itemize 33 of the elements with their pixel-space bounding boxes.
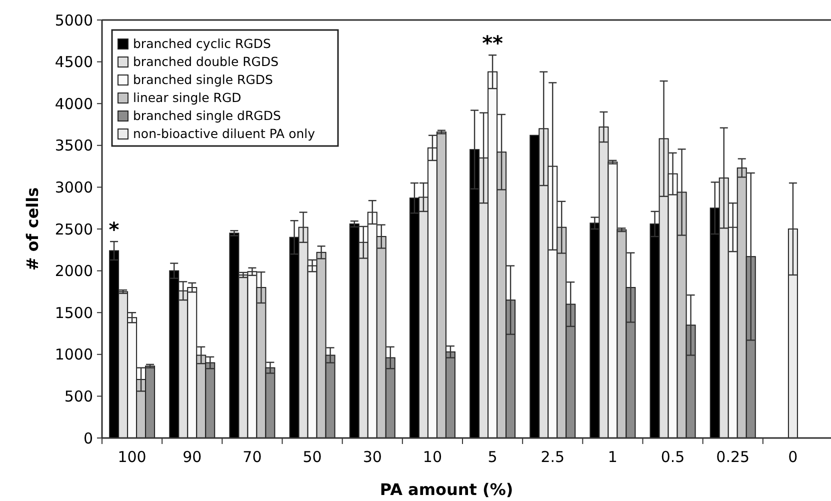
y-tick-label: 1000: [54, 346, 93, 364]
legend-label: branched double RGDS: [133, 54, 279, 69]
annotation: *: [108, 218, 120, 242]
x-tick-label: 70: [242, 448, 262, 466]
y-tick-label: 500: [64, 387, 93, 406]
y-tick-label: 4500: [54, 53, 93, 72]
legend-label: branched single RGDS: [133, 72, 274, 87]
x-tick-label: 5: [488, 448, 498, 466]
x-tick-label: 30: [362, 448, 382, 466]
legend-label: branched cyclic RGDS: [133, 36, 271, 51]
y-tick-label: 3000: [54, 178, 93, 196]
y-tick-label: 2500: [54, 220, 93, 238]
y-axis-title: # of cells: [23, 187, 42, 271]
x-tick-label: 50: [302, 448, 322, 466]
y-tick-label: 5000: [54, 11, 93, 30]
y-tick-label: 0: [83, 429, 93, 448]
x-tick-label: 0: [788, 448, 798, 466]
x-tick-label: 10: [422, 448, 442, 466]
annotation: **: [482, 31, 504, 56]
y-tick-label: 2000: [54, 262, 93, 280]
x-axis-title: PA amount (%): [380, 480, 514, 499]
y-tick-label: 3500: [54, 136, 93, 155]
x-tick-label: 100: [118, 448, 146, 466]
legend-label: linear single RGD: [133, 90, 242, 105]
x-tick-label: 0.5: [660, 448, 685, 466]
x-tick-label: 2.5: [540, 448, 565, 466]
y-tick-label: 4000: [54, 94, 93, 113]
legend-label: branched single dRGDS: [133, 108, 281, 123]
legend-label: non-bioactive diluent PA only: [133, 126, 316, 141]
x-tick-label: 1: [608, 448, 618, 466]
x-tick-label: 90: [182, 448, 202, 466]
y-tick-label: 1500: [54, 304, 93, 322]
x-tick-label: 0.25: [716, 448, 750, 466]
